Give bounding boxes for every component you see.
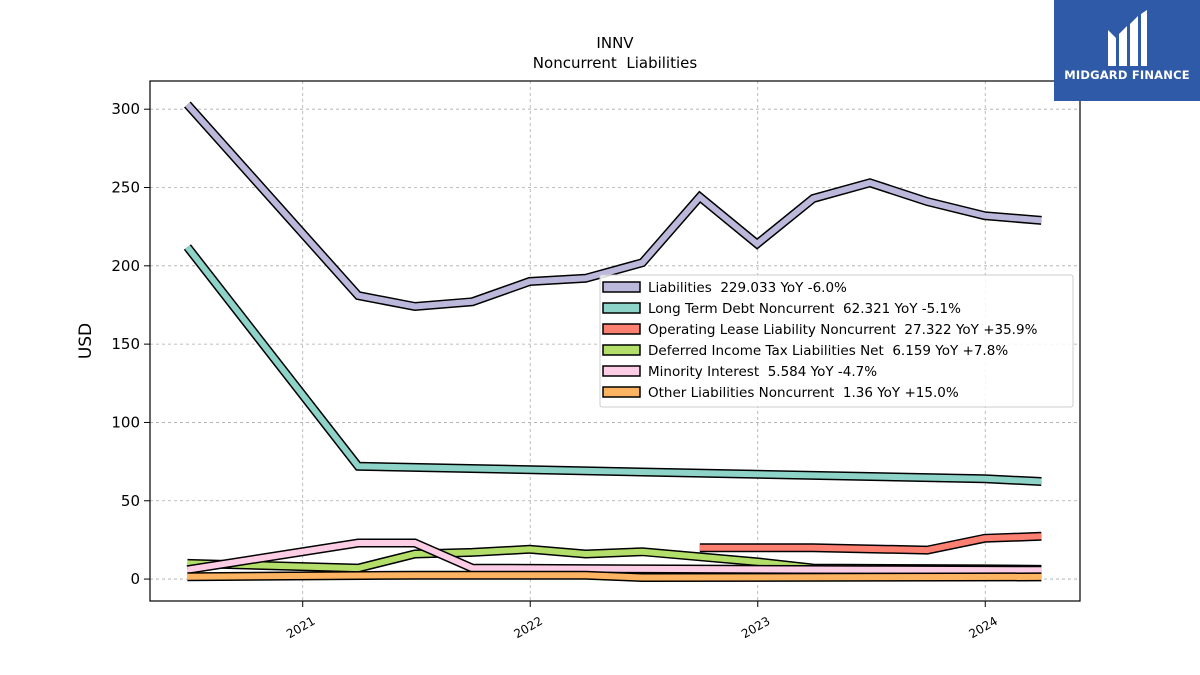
legend-label: Minority Interest 5.584 YoY -4.7% — [648, 364, 877, 380]
legend-swatch — [602, 302, 641, 314]
series-line-other-liabilities-noncurrent — [187, 572, 1042, 581]
legend-swatch — [602, 344, 641, 356]
midgard-logo-icon — [1108, 10, 1147, 66]
y-tick-label: 200 — [111, 257, 140, 275]
series-group — [183, 101, 1042, 583]
series-line-operating-lease-liability-noncurrent — [699, 533, 1042, 554]
series-line-liabilities — [185, 102, 1042, 310]
legend: Liabilities 229.033 YoY -6.0% Long Term D… — [599, 274, 1074, 408]
series-line-minority-interest — [186, 540, 1042, 574]
legend-swatch — [602, 386, 641, 398]
plot-frame — [149, 80, 1081, 602]
x-tick-label: 2021 — [284, 614, 317, 641]
legend-box — [599, 274, 1074, 408]
legend-label: Other Liabilities Noncurrent 1.36 YoY +1… — [648, 385, 959, 401]
y-tick-label: 100 — [111, 413, 140, 431]
brand-name: MIDGARD FINANCE — [1064, 68, 1190, 82]
y-tick-label: 0 — [130, 570, 140, 588]
y-axis-label: USD — [76, 323, 96, 359]
y-tick-label: 300 — [111, 100, 140, 118]
x-tick-label: 2023 — [739, 614, 772, 641]
y-tick-label: 150 — [111, 335, 140, 353]
chart-subtitle: Noncurrent Liabilities — [533, 54, 698, 72]
axes: 0 50 100 150 200 250 300 2021 2022 2023 2024 — [111, 100, 1000, 641]
legend-label: Liabilities 229.033 YoY -6.0% — [648, 280, 847, 296]
legend-label: Operating Lease Liability Noncurrent 27.… — [648, 322, 1038, 338]
x-tick-label: 2022 — [512, 614, 545, 641]
legend-label: Deferred Income Tax Liabilities Net 6.15… — [648, 343, 1008, 359]
legend-label: Long Term Debt Noncurrent 62.321 YoY -5.… — [648, 301, 961, 317]
legend-swatch — [602, 281, 641, 293]
legend-swatch — [602, 323, 641, 335]
y-tick-label: 50 — [121, 492, 140, 510]
legend-swatch — [602, 365, 641, 377]
series-line-long-term-debt-noncurrent — [185, 245, 1042, 485]
chart-title: INNV — [596, 34, 634, 52]
y-tick-label: 250 — [111, 179, 140, 197]
brand-logo: MIDGARD FINANCE — [1054, 0, 1200, 101]
x-tick-label: 2024 — [967, 614, 1000, 641]
